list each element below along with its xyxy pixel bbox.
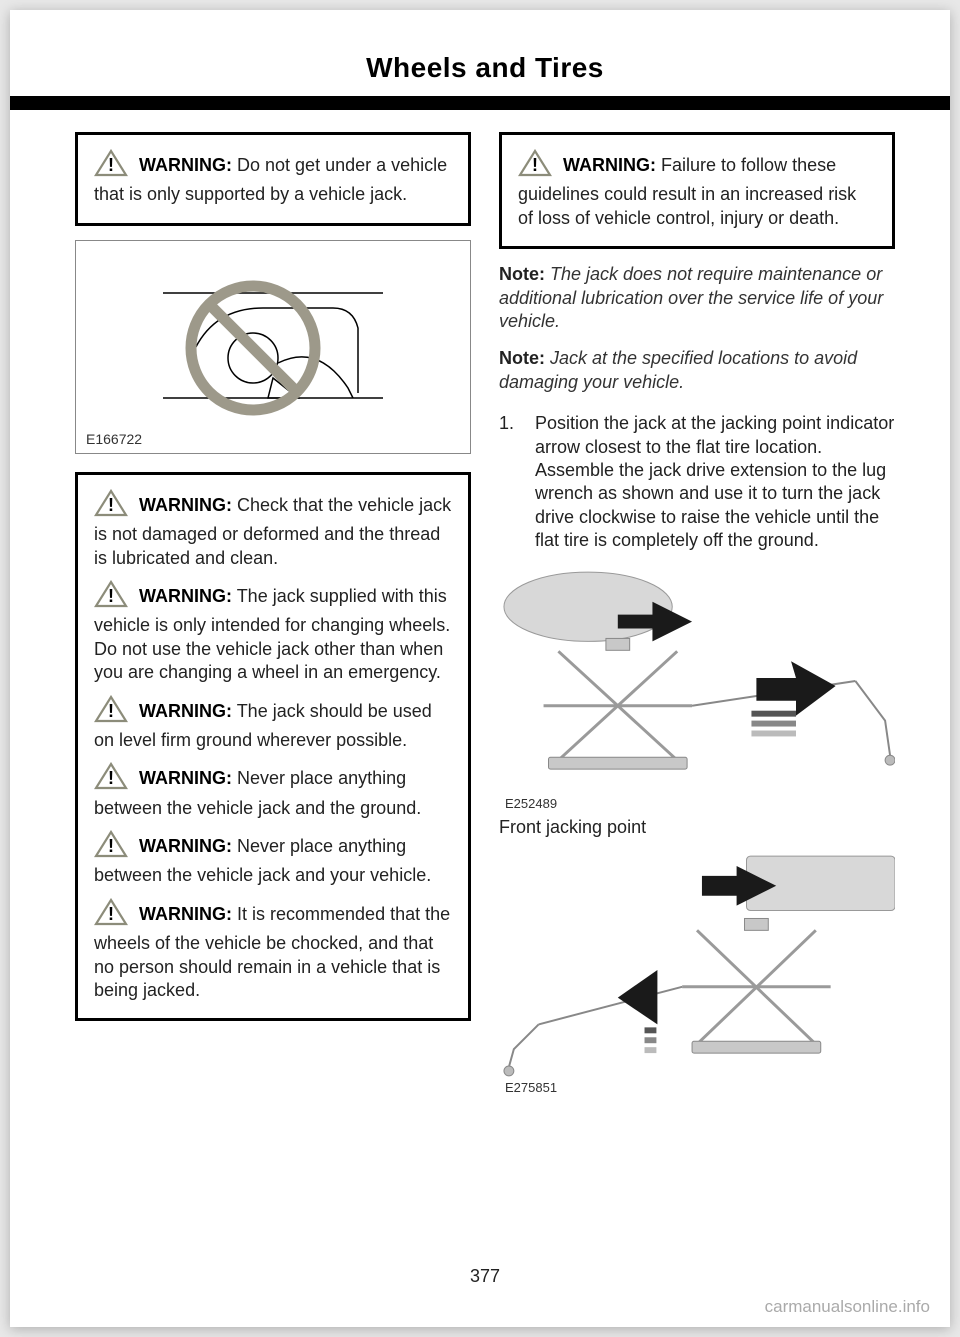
warning-label: WARNING:	[563, 155, 656, 175]
content-columns: ! WARNING: Do not get under a vehicle th…	[75, 132, 895, 1248]
warning-label: WARNING:	[139, 586, 232, 606]
figure-id: E166722	[86, 431, 460, 447]
note-text: The jack does not require maintenance or…	[499, 264, 883, 331]
warning-label: WARNING:	[139, 836, 232, 856]
warning-box-2: ! WARNING: Check that the vehicle jack i…	[75, 472, 471, 1022]
warning-item: ! WARNING: Failure to follow these guide…	[518, 149, 876, 230]
page-number: 377	[75, 1266, 895, 1287]
warning-label: WARNING:	[139, 768, 232, 788]
svg-text:!: !	[108, 701, 114, 721]
svg-text:!: !	[108, 836, 114, 856]
warning-icon: !	[94, 489, 128, 523]
warning-item: ! WARNING: Check that the vehicle jack i…	[94, 489, 452, 570]
svg-text:!: !	[532, 155, 538, 175]
figure-id: E252489	[499, 796, 895, 811]
warning-item: ! WARNING: Do not get under a vehicle th…	[94, 149, 452, 207]
warning-icon: !	[94, 830, 128, 864]
warning-icon: !	[518, 149, 552, 183]
note-text: Jack at the specified locations to avoid…	[499, 348, 857, 391]
warning-item: ! WARNING: Never place anything between …	[94, 762, 452, 820]
warning-item: ! WARNING: The jack should be used on le…	[94, 695, 452, 753]
warning-box-3: ! WARNING: Failure to follow these guide…	[499, 132, 895, 249]
manual-page: Wheels and Tires ! WARNING: Do not get u…	[10, 10, 950, 1327]
watermark: carmanualsonline.info	[765, 1297, 930, 1317]
jack-illustration-front	[499, 566, 895, 796]
warning-icon: !	[94, 149, 128, 183]
warning-label: WARNING:	[139, 701, 232, 721]
note-label: Note:	[499, 348, 545, 368]
step-list: 1. Position the jack at the jacking poin…	[499, 412, 895, 566]
svg-text:!: !	[108, 904, 114, 924]
svg-text:!: !	[108, 586, 114, 606]
step-item: 1. Position the jack at the jacking poin…	[499, 412, 895, 552]
svg-text:!: !	[108, 495, 114, 515]
warning-icon: !	[94, 695, 128, 729]
left-column: ! WARNING: Do not get under a vehicle th…	[75, 132, 471, 1248]
warning-icon: !	[94, 580, 128, 614]
warning-label: WARNING:	[139, 904, 232, 924]
prohibit-illustration	[153, 253, 393, 423]
warning-box-1: ! WARNING: Do not get under a vehicle th…	[75, 132, 471, 226]
note-label: Note:	[499, 264, 545, 284]
figure-prohibit: E166722	[75, 240, 471, 454]
header-bar	[10, 96, 950, 110]
warning-item: ! WARNING: It is recommended that the wh…	[94, 898, 452, 1003]
warning-label: WARNING:	[139, 495, 232, 515]
warning-icon: !	[94, 762, 128, 796]
note-item: Note: The jack does not require maintena…	[499, 263, 895, 333]
warning-item: ! WARNING: The jack supplied with this v…	[94, 580, 452, 685]
header-title: Wheels and Tires	[75, 52, 895, 84]
warning-label: WARNING:	[139, 155, 232, 175]
jack-illustration-rear	[499, 850, 895, 1080]
figure-caption: Front jacking point	[499, 817, 895, 838]
right-column: ! WARNING: Failure to follow these guide…	[499, 132, 895, 1248]
figure-id: E275851	[499, 1080, 895, 1095]
page-header: Wheels and Tires	[75, 52, 895, 84]
svg-text:!: !	[108, 155, 114, 175]
warning-item: ! WARNING: Never place anything between …	[94, 830, 452, 888]
figure-rear-jack: E275851	[499, 850, 895, 1095]
note-item: Note: Jack at the specified locations to…	[499, 347, 895, 394]
warning-icon: !	[94, 898, 128, 932]
figure-front-jack: E252489	[499, 566, 895, 811]
step-text: Position the jack at the jacking point i…	[535, 412, 895, 552]
svg-text:!: !	[108, 768, 114, 788]
step-number: 1.	[499, 412, 535, 552]
